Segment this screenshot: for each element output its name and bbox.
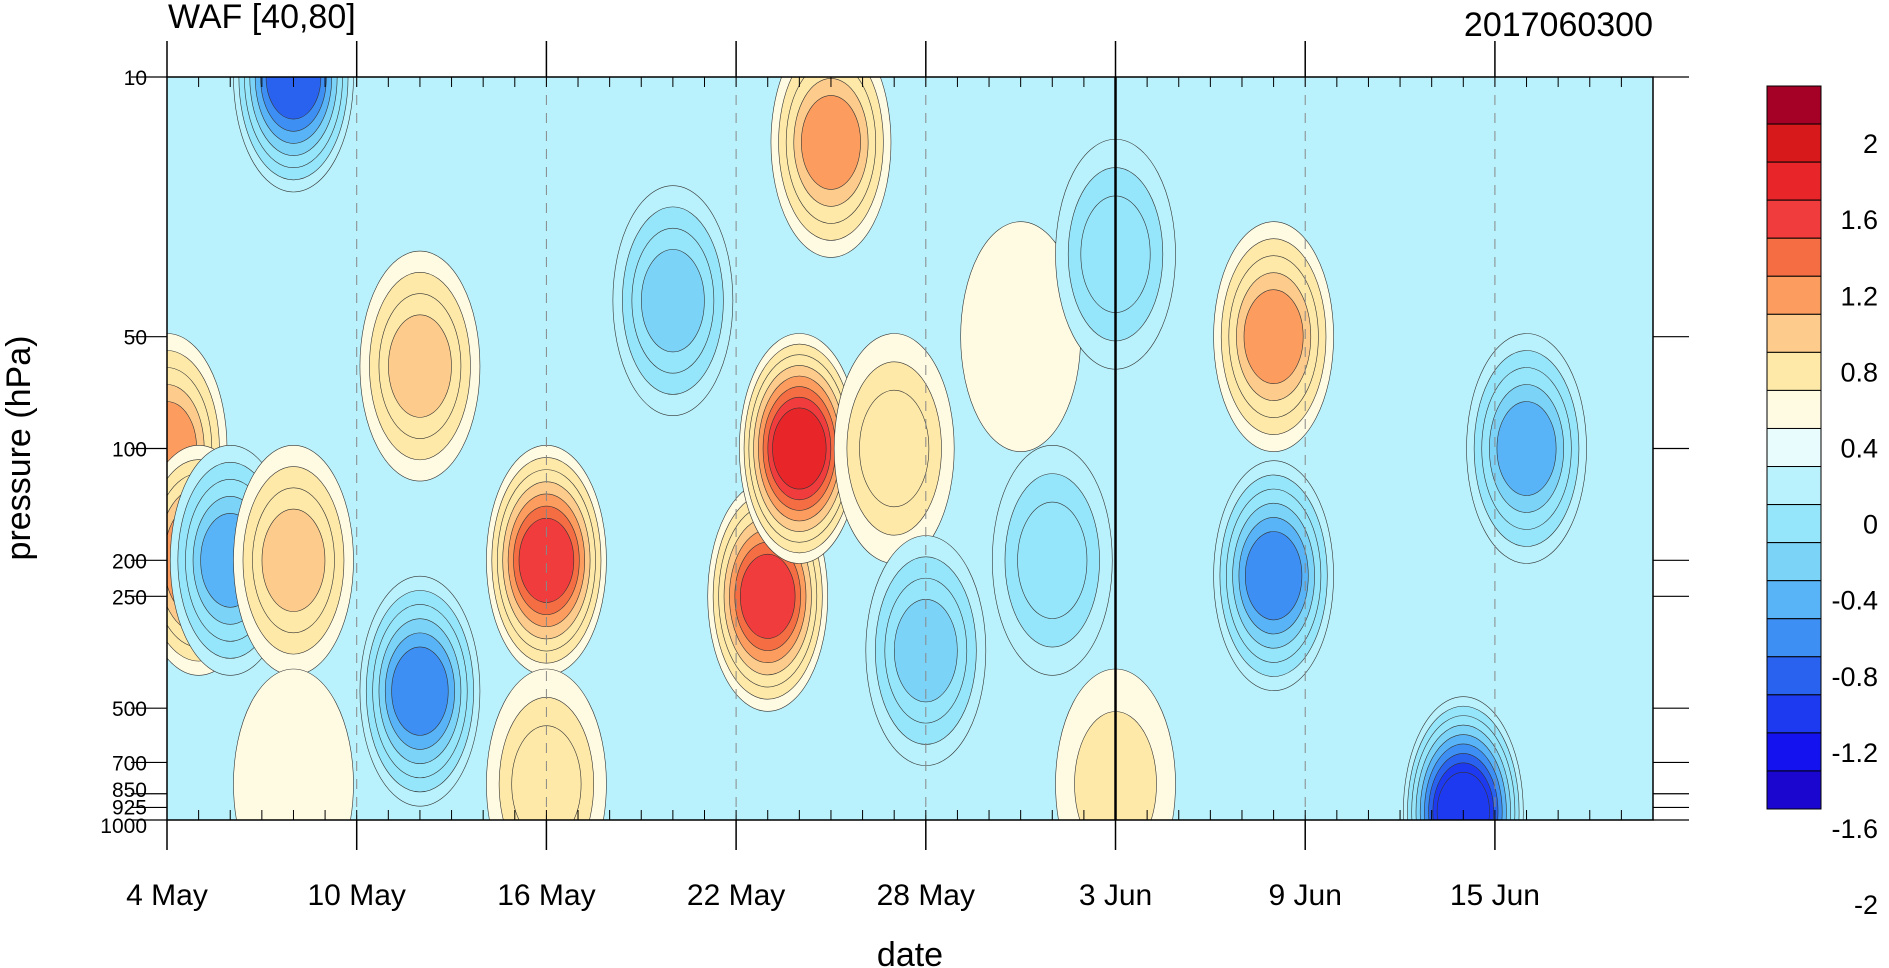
colorbar-swatch-17 xyxy=(1766,732,1822,772)
colorbar-swatch-6 xyxy=(1766,313,1822,353)
contour-blob-6-level-3 xyxy=(388,314,452,418)
contour-blob-12-level-7 xyxy=(772,407,827,490)
colorbar-swatch-18 xyxy=(1766,770,1822,810)
colorbar-label-4: 0.4 xyxy=(1840,434,1878,464)
contour-blob-13-level-4 xyxy=(801,95,861,190)
y-tick-label-5: 500 xyxy=(112,698,147,721)
colorbar: 2 1.6 1.2 0.8 0.4 0 -0.4 -0.8 -1.2 -1.6 -2 xyxy=(1766,85,1878,920)
y-tick-label-3: 200 xyxy=(112,550,147,573)
contour-blob-10-level-3 xyxy=(641,249,705,353)
x-tick-label-5: 3 Jun xyxy=(1079,879,1152,912)
y-tick-label-2: 100 xyxy=(112,439,147,462)
x-tick-label-4: 28 May xyxy=(877,879,975,912)
y-tick-label-6: 700 xyxy=(112,752,147,775)
x-axis: 4 May 10 May 16 May 22 May 28 May 3 Jun 9 Jun 1… xyxy=(126,41,1654,912)
contour-blob-17-level-2 xyxy=(1017,501,1088,619)
colorbar-label-0: 2 xyxy=(1863,129,1878,159)
colorbar-label-7: -0.8 xyxy=(1831,662,1878,692)
y-tick-label-4: 250 xyxy=(112,586,147,609)
colorbar-swatch-16 xyxy=(1766,694,1822,734)
colorbar-swatch-5 xyxy=(1766,275,1822,315)
colorbar-swatch-11 xyxy=(1766,504,1822,544)
colorbar-label-2: 1.2 xyxy=(1840,281,1878,311)
contour-blob-20-level-4 xyxy=(1243,289,1304,384)
y-tick-label-9: 1000 xyxy=(100,815,147,838)
colorbar-swatch-3 xyxy=(1766,199,1822,239)
x-tick-label-1: 10 May xyxy=(308,879,406,912)
chart-title-right: 2017060300 xyxy=(1464,6,1653,44)
contour-blob-11-level-6 xyxy=(740,553,796,639)
x-tick-label-3: 22 May xyxy=(687,879,785,912)
colorbar-label-9: -1.6 xyxy=(1831,814,1878,844)
contour-blob-7-level-5 xyxy=(391,646,449,736)
colorbar-swatch-14 xyxy=(1766,618,1822,658)
colorbar-swatch-10 xyxy=(1766,466,1822,506)
x-axis-title: date xyxy=(877,936,943,968)
colorbar-swatch-12 xyxy=(1766,542,1822,582)
y-tick-label-1: 50 xyxy=(124,327,147,350)
colorbar-swatch-1 xyxy=(1766,123,1822,163)
contour-field xyxy=(167,77,1653,820)
contour-blob-15-level-3 xyxy=(894,599,958,703)
colorbar-label-8: -1.2 xyxy=(1831,738,1878,768)
y-tick-label-0: 10 xyxy=(124,67,147,90)
colorbar-label-1: 1.6 xyxy=(1840,205,1878,235)
colorbar-label-6: -0.4 xyxy=(1831,586,1878,616)
colorbar-swatch-2 xyxy=(1766,161,1822,201)
contour-blob-3-level-3 xyxy=(261,508,326,612)
contour-blob-5-level-0 xyxy=(233,668,354,820)
colorbar-swatch-15 xyxy=(1766,656,1822,696)
colorbar-swatch-0 xyxy=(1766,85,1822,125)
x-tick-label-0: 4 May xyxy=(126,879,208,912)
contour-blob-14-level-2 xyxy=(859,389,930,508)
contour-blob-22-level-8 xyxy=(1436,772,1490,820)
colorbar-swatch-4 xyxy=(1766,237,1822,277)
colorbar-swatch-7 xyxy=(1766,351,1822,391)
x-tick-label-2: 16 May xyxy=(497,879,595,912)
colorbar-label-3: 0.8 xyxy=(1840,357,1878,387)
colorbar-label-10: -2 xyxy=(1854,890,1878,920)
colorbar-swatch-13 xyxy=(1766,580,1822,620)
contour-blob-4-level-6 xyxy=(265,77,322,120)
colorbar-swatch-8 xyxy=(1766,389,1822,429)
y-tick-label-7: 850 xyxy=(112,779,147,802)
colorbar-label-5: 0 xyxy=(1863,510,1878,540)
y-tick-label-8: 925 xyxy=(112,796,147,819)
contour-blob-21-level-5 xyxy=(1244,531,1303,621)
colorbar-swatch-9 xyxy=(1766,427,1822,468)
x-tick-label-6: 9 Jun xyxy=(1269,879,1342,912)
y-axis-title: pressure (hPa) xyxy=(0,336,38,561)
x-tick-label-7: 15 Jun xyxy=(1450,879,1540,912)
chart-title-left: WAF [40,80] xyxy=(168,0,356,36)
contour-blob-23-level-4 xyxy=(1496,401,1557,496)
